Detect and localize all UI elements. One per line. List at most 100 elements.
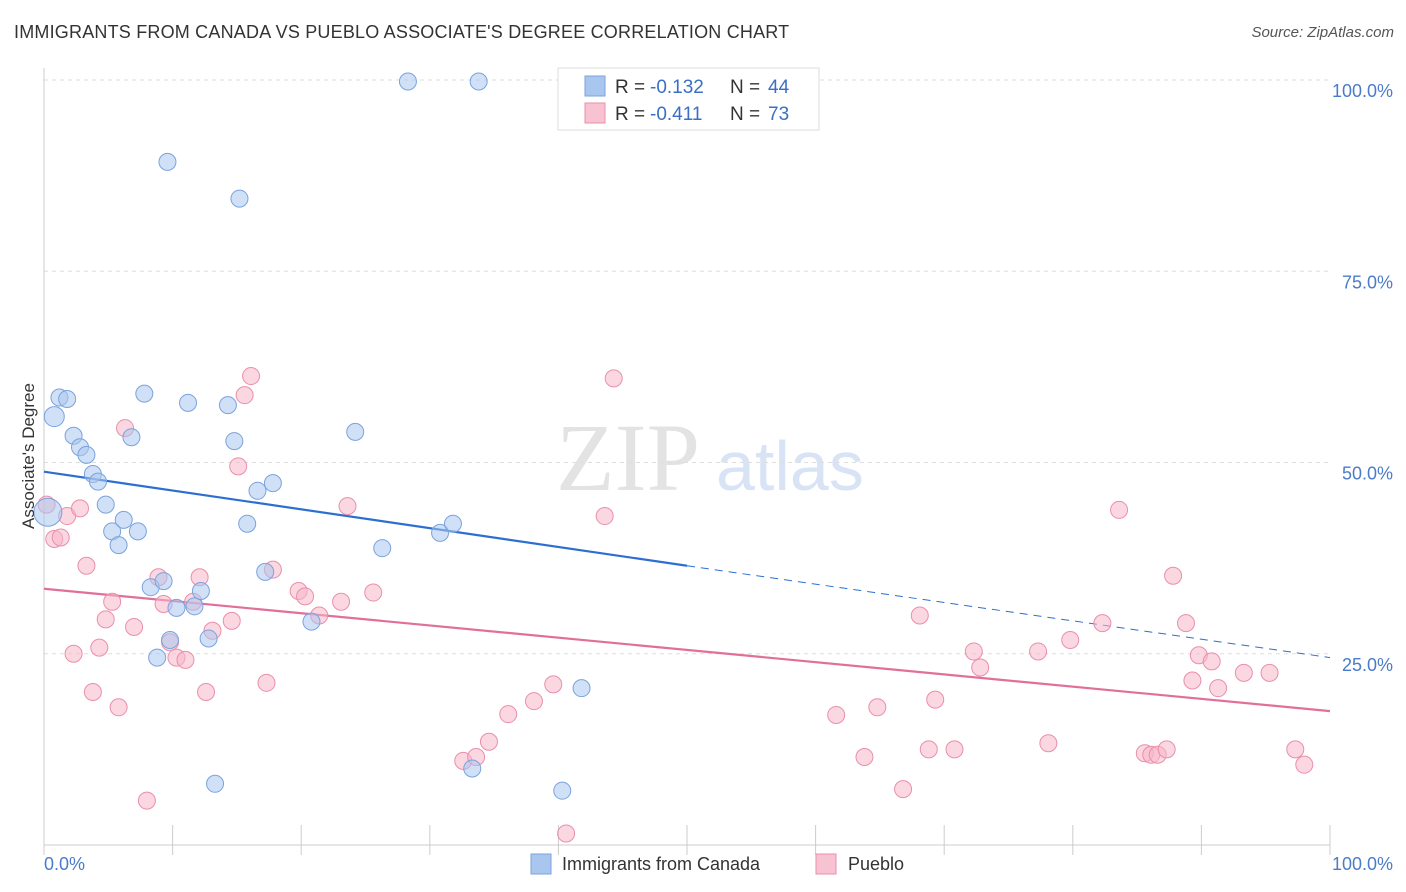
bottom-legend-label-canada: Immigrants from Canada xyxy=(562,854,761,874)
point-canada-36 xyxy=(398,72,417,91)
point-pueblo-19 xyxy=(176,650,195,669)
point-pueblo-63 xyxy=(1157,740,1176,759)
point-pueblo-4 xyxy=(64,644,83,663)
point-canada-24 xyxy=(199,629,218,648)
point-pueblo-70 xyxy=(1234,663,1253,682)
legend-swatch-pueblo xyxy=(584,102,606,124)
point-canada-9 xyxy=(96,495,115,514)
point-canada-22 xyxy=(185,597,204,616)
trend-line-canada-extension xyxy=(686,565,1331,659)
point-canada-6 xyxy=(77,445,96,464)
point-canada-25 xyxy=(206,774,225,793)
point-pueblo-24 xyxy=(222,611,241,630)
point-pueblo-34 xyxy=(338,497,357,516)
point-pueblo-10 xyxy=(103,592,122,611)
y-tick-label-25: 25.0% xyxy=(1342,655,1393,675)
watermark-atlas: atlas xyxy=(716,427,864,505)
point-canada-26 xyxy=(218,396,237,415)
point-pueblo-26 xyxy=(235,386,254,405)
point-pueblo-56 xyxy=(1039,734,1058,753)
point-pueblo-7 xyxy=(83,683,102,701)
point-pueblo-5 xyxy=(71,499,90,518)
trend-lines xyxy=(43,470,1331,713)
point-pueblo-49 xyxy=(910,606,929,625)
grid xyxy=(44,79,1330,655)
point-pueblo-35 xyxy=(364,583,383,602)
point-pueblo-48 xyxy=(894,780,913,799)
point-canada-39 xyxy=(463,759,482,778)
point-pueblo-14 xyxy=(137,791,156,810)
point-pueblo-69 xyxy=(1209,679,1228,698)
chart-source: Source: ZipAtlas.com xyxy=(1251,24,1394,41)
point-canada-0 xyxy=(33,497,63,527)
point-pueblo-44 xyxy=(604,369,623,388)
legend-n-label-canada: N = xyxy=(730,77,760,98)
trend-line-pueblo xyxy=(43,587,1331,713)
bottom-legend: Immigrants from Canada Pueblo xyxy=(530,853,904,875)
point-canada-28 xyxy=(230,189,249,208)
point-canada-30 xyxy=(248,481,267,500)
point-pueblo-43 xyxy=(595,507,614,526)
point-canada-18 xyxy=(154,572,173,591)
point-canada-23 xyxy=(191,582,210,601)
legend-n-value-canada: 44 xyxy=(768,77,790,98)
point-pueblo-52 xyxy=(945,740,964,759)
point-canada-41 xyxy=(553,781,572,800)
watermark-zip: ZIP xyxy=(556,404,700,511)
point-canada-42 xyxy=(572,679,591,698)
point-pueblo-6 xyxy=(77,556,96,575)
point-canada-32 xyxy=(263,474,282,493)
point-pueblo-72 xyxy=(1286,740,1305,759)
point-canada-40 xyxy=(469,72,488,91)
point-pueblo-54 xyxy=(971,658,990,677)
point-pueblo-73 xyxy=(1295,755,1314,774)
point-canada-35 xyxy=(373,539,392,558)
y-tick-label-50: 50.0% xyxy=(1342,464,1393,484)
legend: R = -0.132 N = 44 R = -0.411 N = 73 xyxy=(557,67,820,131)
point-canada-17 xyxy=(148,648,167,667)
point-pueblo-64 xyxy=(1164,566,1183,585)
point-canada-21 xyxy=(179,393,198,412)
point-canada-19 xyxy=(161,630,180,649)
point-pueblo-39 xyxy=(499,705,518,724)
chart-title: IMMIGRANTS FROM CANADA VS PUEBLO ASSOCIA… xyxy=(14,22,790,42)
point-pueblo-45 xyxy=(827,705,846,724)
trend-line-canada xyxy=(43,470,688,567)
x-tick-label-100: 100.0% xyxy=(1332,854,1393,874)
point-pueblo-27 xyxy=(242,367,261,386)
point-pueblo-57 xyxy=(1061,630,1080,649)
point-pueblo-58 xyxy=(1093,614,1112,633)
point-pueblo-28 xyxy=(257,673,276,692)
point-canada-29 xyxy=(238,514,257,533)
point-canada-3 xyxy=(58,390,77,409)
point-canada-1 xyxy=(43,406,65,428)
data-points xyxy=(33,72,1314,843)
point-pueblo-38 xyxy=(479,732,498,751)
point-pueblo-53 xyxy=(964,642,983,661)
point-pueblo-2 xyxy=(51,528,70,547)
point-canada-27 xyxy=(225,432,244,451)
y-axis-label: Associate's Degree xyxy=(19,383,38,529)
point-canada-31 xyxy=(256,562,275,581)
point-canada-20 xyxy=(167,598,186,617)
point-pueblo-33 xyxy=(332,592,351,611)
point-canada-11 xyxy=(109,536,128,555)
point-pueblo-59 xyxy=(1110,500,1129,519)
point-pueblo-55 xyxy=(1029,642,1048,661)
point-pueblo-50 xyxy=(919,740,938,759)
point-canada-14 xyxy=(128,522,147,541)
point-canada-34 xyxy=(346,422,365,441)
point-pueblo-40 xyxy=(524,692,543,711)
point-canada-43 xyxy=(158,152,177,171)
legend-r-label-canada: R = xyxy=(615,77,645,98)
point-canada-15 xyxy=(135,384,154,403)
point-canada-8 xyxy=(89,472,108,491)
point-canada-37 xyxy=(431,523,450,542)
point-pueblo-22 xyxy=(197,683,216,701)
point-pueblo-11 xyxy=(109,698,128,717)
point-pueblo-51 xyxy=(926,690,945,709)
point-pueblo-68 xyxy=(1202,652,1221,671)
point-pueblo-71 xyxy=(1260,663,1279,682)
point-canada-38 xyxy=(443,514,462,533)
